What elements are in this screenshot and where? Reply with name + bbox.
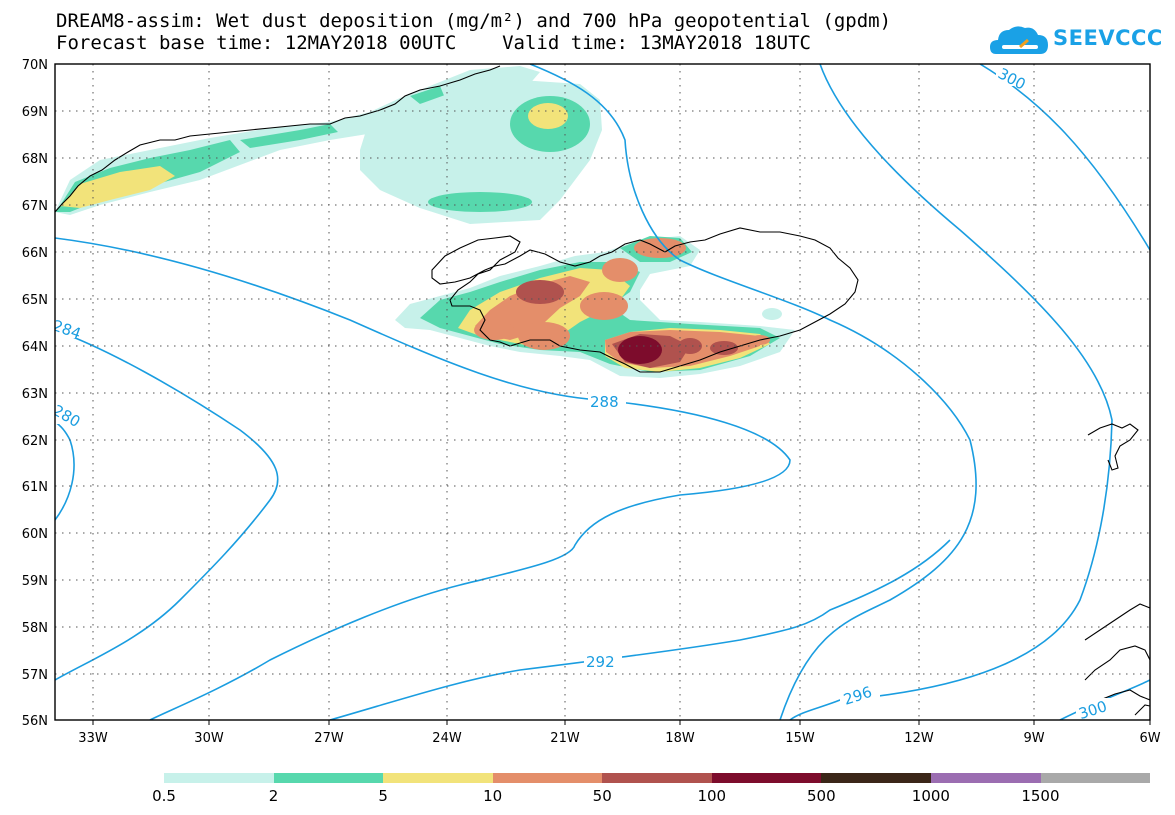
colorbar-label: 100: [697, 787, 727, 805]
lat-label: 58N: [22, 621, 48, 636]
lat-label: 63N: [22, 387, 48, 402]
contour-label: 292: [586, 653, 615, 671]
colorbar-swatch: [930, 773, 1041, 783]
dust-deposition-field: [55, 66, 795, 378]
lat-label: 57N: [22, 668, 48, 683]
colorbar-swatch: [492, 773, 603, 783]
colorbar-label: 2: [268, 787, 279, 805]
lat-label: 66N: [22, 246, 48, 261]
map-grid: [55, 64, 1150, 720]
logo-text: SEEVCCC: [1053, 26, 1163, 50]
lon-label: 6W: [1139, 731, 1160, 746]
lon-label: 21W: [550, 731, 580, 746]
colorbar: [164, 773, 1151, 783]
lat-label: 56N: [22, 714, 48, 729]
geopotential-contours: [55, 64, 1150, 720]
contour-label: 300: [1076, 697, 1109, 723]
lat-label: 67N: [22, 199, 48, 214]
longitude-labels: 33W 30W 27W 24W 21W 18W 15W 12W 9W 6W: [78, 731, 1160, 746]
contour-label: 288: [590, 393, 619, 411]
colorbar-label: 10: [483, 787, 503, 805]
lat-label: 68N: [22, 152, 48, 167]
lon-label: 24W: [432, 731, 462, 746]
colorbar-label: 5: [378, 787, 388, 805]
lat-label: 60N: [22, 527, 48, 542]
lon-label: 15W: [785, 731, 815, 746]
lat-label: 61N: [22, 480, 48, 495]
lon-label: 12W: [904, 731, 934, 746]
lon-label: 30W: [194, 731, 224, 746]
lon-label: 9W: [1023, 731, 1044, 746]
colorbar-label: 1500: [1021, 787, 1060, 805]
colorbar-swatch: [711, 773, 822, 783]
seevccc-logo: [990, 26, 1048, 54]
colorbar-swatch: [1040, 773, 1151, 783]
colorbar-label: 50: [592, 787, 612, 805]
axis-ticks: [92, 720, 1151, 725]
colorbar-label: 1000: [911, 787, 950, 805]
lat-label: 62N: [22, 434, 48, 449]
colorbar-swatch: [602, 773, 712, 783]
lat-label: 59N: [22, 574, 48, 589]
colorbar-swatch: [383, 773, 493, 783]
lon-label: 27W: [314, 731, 344, 746]
lon-label: 33W: [78, 731, 108, 746]
colorbar-swatch: [164, 773, 274, 783]
colorbar-swatch: [821, 773, 931, 783]
map-frame: [54, 63, 1151, 721]
latitude-labels: 70N 69N 68N 67N 66N 65N 64N 63N 62N 61N …: [22, 58, 48, 729]
lon-label: 18W: [665, 731, 695, 746]
colorbar-label: 500: [807, 787, 836, 805]
lat-label: 65N: [22, 293, 48, 308]
colorbar-label: 0.5: [152, 787, 176, 805]
map-title: DREAM8-assim: Wet dust deposition (mg/m²…: [56, 10, 892, 32]
lat-label: 70N: [22, 58, 48, 73]
lat-label: 69N: [22, 105, 48, 120]
lat-label: 64N: [22, 340, 48, 355]
colorbar-swatch: [273, 773, 384, 783]
map-subtitle-times: Forecast base time: 12MAY2018 00UTC Vali…: [56, 32, 811, 54]
